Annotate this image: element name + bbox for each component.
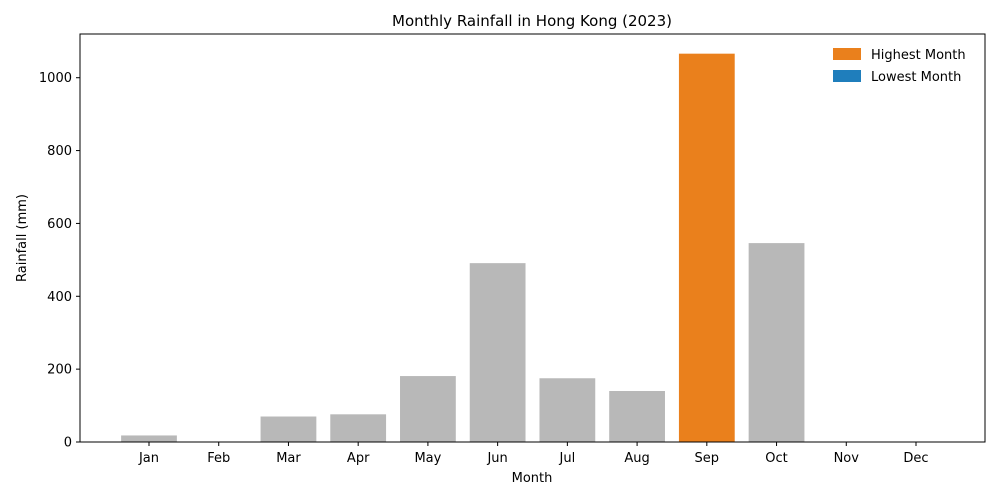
y-axis-label: Rainfall (mm) <box>15 194 30 282</box>
x-axis-ticks: Jan Feb Mar Apr May Jun Jul Aug Sep Oct Nov Dec <box>138 442 929 466</box>
x-tick-label: Jul <box>559 451 576 466</box>
legend: Highest Month Lowest Month <box>833 48 966 85</box>
bar-jul <box>539 378 596 442</box>
y-axis-ticks: 0 200 400 600 800 1000 <box>39 71 80 451</box>
x-tick-label: Nov <box>834 451 860 466</box>
plot-frame <box>79 33 986 443</box>
chart-title: Monthly Rainfall in Hong Kong (2023) <box>392 12 672 30</box>
y-tick-label: 400 <box>47 290 72 305</box>
x-tick-label: Mar <box>276 451 301 466</box>
x-axis-label: Month <box>512 471 553 486</box>
y-tick-label: 200 <box>47 363 72 378</box>
y-tick-label: 0 <box>64 436 72 451</box>
x-tick-label: Oct <box>765 451 787 466</box>
bar-sep <box>678 53 735 443</box>
legend-label-lowest: Lowest Month <box>871 70 961 85</box>
x-tick-label: Sep <box>695 451 720 466</box>
x-tick-label: May <box>414 451 441 466</box>
bar-jun <box>469 263 526 442</box>
bar-mar <box>260 416 317 442</box>
x-tick-label: Jun <box>486 451 507 466</box>
bar-apr <box>330 414 387 442</box>
x-tick-label: Aug <box>624 451 649 466</box>
x-tick-label: Jan <box>138 451 159 466</box>
bars-layer <box>121 53 944 443</box>
bar-may <box>400 376 456 442</box>
x-tick-label: Dec <box>903 451 928 466</box>
x-tick-label: Apr <box>347 451 370 466</box>
bar-jan <box>121 435 177 442</box>
x-tick-label: Feb <box>207 451 230 466</box>
legend-swatch-lowest <box>833 70 861 82</box>
bar-aug <box>609 391 665 442</box>
y-tick-label: 600 <box>47 217 72 232</box>
legend-swatch-highest <box>833 48 861 60</box>
bar-oct <box>748 243 805 442</box>
y-tick-label: 800 <box>47 144 72 159</box>
legend-label-highest: Highest Month <box>871 48 966 63</box>
y-tick-label: 1000 <box>39 71 72 86</box>
